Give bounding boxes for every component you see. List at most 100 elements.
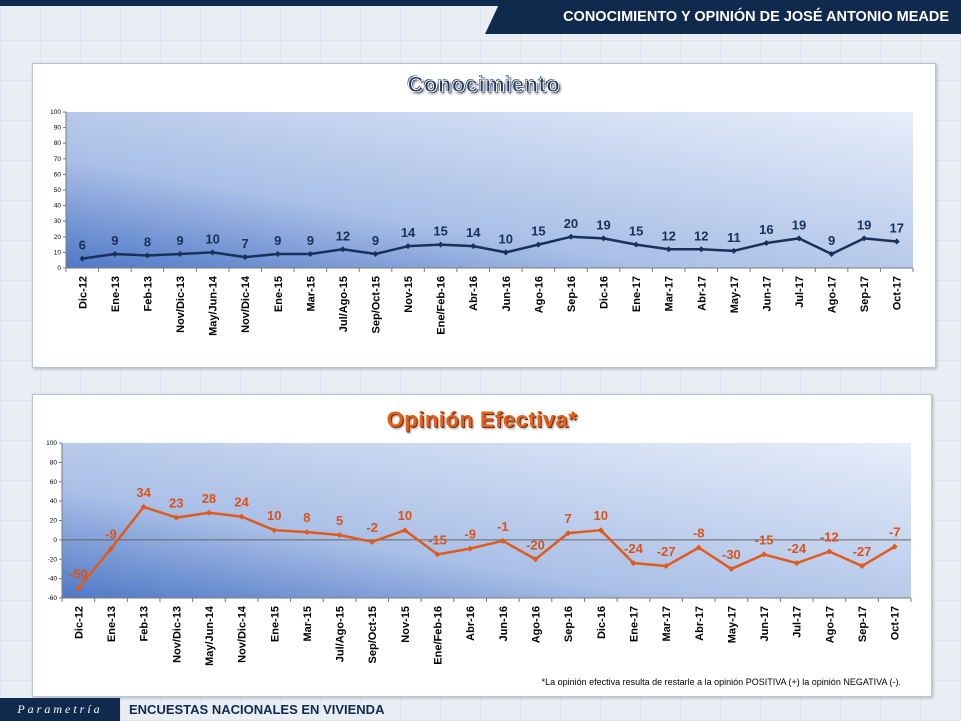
x-tick-label: Nov/Dic-14	[237, 605, 249, 663]
x-tick-label: Sep-16	[563, 606, 575, 642]
x-tick-label: Jul/Ago-15	[335, 606, 347, 662]
data-label: 24	[234, 495, 249, 510]
x-tick-label: Mar-15	[302, 606, 314, 641]
x-tick-label: Jul-17	[792, 606, 804, 638]
x-tick-label: Ene-17	[628, 606, 640, 642]
x-tick-label: Jun-16	[498, 606, 510, 641]
y-tick-label: 100	[50, 109, 61, 116]
data-point	[79, 255, 86, 262]
data-point	[271, 527, 278, 534]
data-label: 9	[307, 233, 314, 248]
data-label: 15	[531, 224, 545, 239]
data-point	[600, 235, 607, 242]
x-tick-label: Sep-17	[859, 276, 871, 312]
data-point	[307, 250, 314, 257]
y-tick-label: 20	[54, 234, 62, 241]
y-tick-label: 100	[46, 440, 57, 447]
x-tick-label: Nov-15	[400, 606, 412, 643]
x-tick-label: Dic-16	[599, 276, 611, 309]
data-point	[793, 560, 800, 567]
data-point	[535, 241, 542, 248]
data-point	[405, 243, 412, 250]
data-label: 11	[727, 230, 741, 245]
data-label: 19	[857, 217, 871, 232]
x-tick-label: Dic-12	[73, 606, 85, 639]
data-point	[303, 529, 310, 536]
data-label: -24	[624, 541, 644, 556]
y-tick-label: 0	[57, 265, 61, 272]
x-tick-label: Ene/Feb-16	[436, 276, 448, 335]
data-label: 10	[594, 508, 608, 523]
parametria-logo: Parametría	[0, 698, 120, 721]
x-tick-label: Sep-16	[566, 276, 578, 312]
x-tick-label: Ago-16	[530, 606, 542, 643]
data-point	[630, 560, 637, 567]
data-point	[75, 585, 82, 592]
data-label: 12	[661, 228, 675, 243]
plot-area	[62, 443, 911, 598]
data-label: 10	[205, 231, 219, 246]
data-point	[728, 565, 735, 572]
data-point	[499, 537, 506, 544]
data-label: -50	[69, 566, 88, 581]
y-tick-label: 60	[50, 479, 58, 486]
y-tick-label: -40	[48, 576, 58, 583]
data-point	[826, 548, 833, 555]
y-tick-label: 90	[54, 125, 62, 132]
data-point	[437, 241, 444, 248]
data-label: -15	[428, 532, 447, 547]
x-tick-label: Ene-15	[273, 276, 285, 312]
data-label: -9	[464, 527, 476, 542]
data-label: -15	[755, 532, 774, 547]
data-point	[467, 545, 474, 552]
x-tick-label: Mar-17	[664, 276, 676, 311]
x-tick-label: Jul-17	[794, 276, 806, 308]
x-tick-label: Jun-17	[759, 606, 771, 641]
data-label: 17	[889, 220, 903, 235]
x-tick-label: Dic-12	[77, 276, 89, 309]
data-label: 23	[169, 496, 183, 511]
data-point	[205, 509, 212, 516]
x-tick-label: Ene-13	[106, 606, 118, 642]
conocimiento-panel: Conocimiento 0 10 20 30 40 50 60 70 80 90 100 Dic-1…	[32, 63, 936, 368]
data-label: 9	[828, 233, 835, 248]
data-point	[597, 527, 604, 534]
data-label: 19	[792, 217, 806, 232]
data-label: 10	[499, 231, 513, 246]
data-label: -1	[497, 519, 509, 534]
data-point	[565, 530, 572, 537]
data-label: 7	[565, 511, 572, 526]
data-point	[470, 243, 477, 250]
opinion-chart-title: Opinión Efectiva*	[386, 407, 578, 432]
data-label: 5	[336, 513, 343, 528]
y-tick-label: 50	[54, 187, 62, 194]
y-tick-label: 80	[50, 459, 58, 466]
conocimiento-chart: 0 10 20 30 40 50 60 70 80 90 100 Dic-12 Ene-13 Feb-13…	[50, 109, 914, 336]
data-label: 8	[144, 235, 151, 250]
data-label: 12	[694, 228, 708, 243]
x-tick-label: Ene/Feb-16	[433, 606, 445, 665]
data-label: 15	[629, 224, 643, 239]
data-point	[761, 551, 768, 558]
x-tick-label: May/Jun-14	[208, 275, 220, 336]
x-tick-label: Nov/Dic-14	[240, 275, 252, 333]
data-point	[372, 250, 379, 257]
x-tick-label: Mar-15	[305, 276, 317, 311]
data-point	[532, 556, 539, 563]
top-bar	[0, 0, 961, 6]
data-label: 10	[267, 508, 281, 523]
conocimiento-chart-title: Conocimiento	[407, 72, 561, 98]
data-point	[434, 551, 441, 558]
data-point	[698, 246, 705, 253]
data-point	[663, 563, 670, 570]
x-tick-label: Abr-17	[694, 606, 706, 641]
data-label: 14	[401, 225, 416, 240]
data-label: 20	[564, 216, 578, 231]
data-label: 9	[111, 233, 118, 248]
data-label: 9	[176, 233, 183, 248]
x-tick-label: Ene-13	[110, 276, 122, 312]
y-tick-label: 0	[53, 537, 57, 544]
data-label: -30	[722, 547, 741, 562]
x-tick-label: Nov-15	[403, 276, 415, 313]
data-point	[893, 238, 900, 245]
